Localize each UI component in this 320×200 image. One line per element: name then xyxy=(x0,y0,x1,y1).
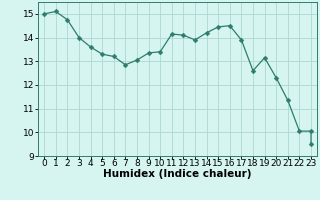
X-axis label: Humidex (Indice chaleur): Humidex (Indice chaleur) xyxy=(103,169,252,179)
